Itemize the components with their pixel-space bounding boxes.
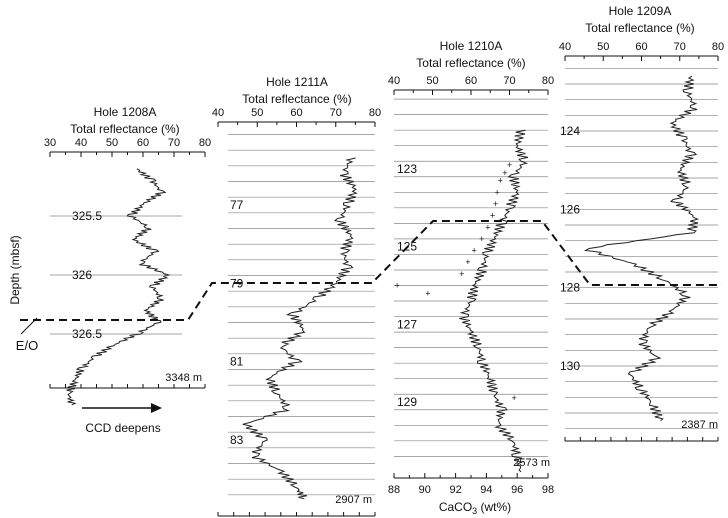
depth-tick-label: 127 [397,317,417,331]
depth-tick-label: 81 [230,355,244,369]
reflectance-curve [459,129,529,473]
caco3-marker: + [507,160,512,170]
caco3-marker: + [502,168,507,178]
panel-1208a-plot: 30 40 50 60 70 80 325.5 326 326.5 [44,137,211,406]
panel-1209a-hole: Hole 1209A [609,4,672,18]
caco3-marker: + [479,234,484,244]
panel-1208a: Hole 1208A Total reflectance (%) 30 40 50 6… [44,105,211,406]
top-axis-tick-label: 60 [465,75,477,87]
caco3-marker: + [459,269,464,279]
panel-1211a: Hole 1211A Total reflectance (%) 40 50 60 7… [212,75,381,517]
depth-tick-label: 126 [560,202,580,216]
panel-1210a: Hole 1210A Total reflectance (%) 40 50 60 7… [388,39,554,496]
caco3-marker: + [493,199,498,209]
top-axis-tick-label: 50 [597,41,609,53]
top-axis-tick-label: 60 [290,107,302,119]
top-axis-tick-label: 80 [199,137,211,149]
top-axis-tick-label: 70 [674,41,686,53]
reflectance-curve [242,157,358,500]
depth-tick-label: 77 [230,198,244,212]
caco3-marker: + [471,246,476,256]
top-axis-tick-label: 70 [330,107,342,119]
top-axis-tick-label: 80 [542,75,554,87]
top-axis-tick-label: 80 [712,41,724,53]
top-axis-tick-label: 60 [137,137,149,149]
panel-1209a-title: Total reflectance (%) [585,21,694,35]
caco3-marker: + [498,176,503,186]
depth-tick-label: 325.5 [72,209,102,223]
reflectance-curve [66,168,171,406]
caco3-marker: + [425,288,430,298]
top-axis-tick-label: 70 [168,137,180,149]
depth-tick-label: 128 [560,281,580,295]
panel-1209a-water-depth: 2387 m [681,419,718,431]
caco3-axis-tick-label: 96 [511,484,523,496]
top-axis-tick-label: 50 [251,107,263,119]
depth-tick-label: 326 [72,268,92,282]
panel-1210a-hole: Hole 1210A [440,39,503,53]
panel-1208a-water-depth: 3348 m [165,372,202,384]
caco3-axis-tick-label: 88 [388,484,400,496]
top-axis-tick-label: 50 [106,137,118,149]
top-axis-tick-label: 40 [559,41,571,53]
caco3-axis-tick-label: 90 [419,484,431,496]
panel-1208a-hole: Hole 1208A [94,105,157,119]
top-axis-tick-label: 50 [426,75,438,87]
caco3-axis-tick-label: 94 [480,484,492,496]
top-axis-tick-label: 40 [75,137,87,149]
depth-axis-label: Depth (mbsf) [8,235,22,304]
caco3-marker: + [511,393,516,403]
reflectance-curve [583,75,700,422]
panel-1208a-title: Total reflectance (%) [70,122,179,136]
eo-label: E/O [16,338,38,353]
panel-1209a-plot: 40 50 60 70 80 124 126 128 130 [559,41,724,442]
caco3-axis-label: CaCO3 (wt%) [439,500,511,516]
ccd-arrow [82,403,162,413]
ccd-label: CCD deepens [85,421,160,435]
top-axis-tick-label: 80 [369,107,381,119]
top-axis-tick-label: 60 [635,41,647,53]
panel-1211a-title: Total reflectance (%) [242,92,351,106]
panel-1210a-title: Total reflectance (%) [416,56,525,70]
caco3-marker: + [495,187,500,197]
depth-tick-label: 83 [230,433,244,447]
caco3-marker: + [465,257,470,267]
caco3-axis-tick-label: 92 [449,484,461,496]
top-axis-tick-label: 40 [212,107,224,119]
depth-tick-label: 124 [560,124,580,138]
caco3-marker: + [490,211,495,221]
depth-tick-label: 129 [397,395,417,409]
top-axis-tick-label: 40 [388,75,400,87]
top-axis-tick-label: 70 [503,75,515,87]
top-axis-tick-label: 30 [44,137,56,149]
panel-1211a-hole: Hole 1211A [266,75,328,89]
depth-tick-label: 326.5 [72,327,102,341]
panel-1211a-water-depth: 2907 m [335,494,372,506]
depth-tick-label: 130 [560,359,580,373]
caco3-marker: + [394,281,399,291]
caco3-marker: + [485,222,490,232]
panel-1210a-water-depth: 2573 m [513,457,550,469]
caco3-axis-tick-label: 98 [542,484,554,496]
depth-tick-label: 123 [397,162,417,176]
eo-boundary-line [20,220,722,321]
panel-1209a: Hole 1209A Total reflectance (%) 40 50 60 7… [559,4,724,442]
